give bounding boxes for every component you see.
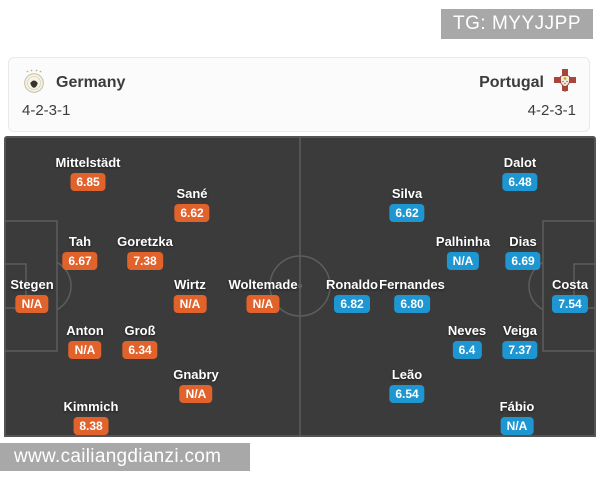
- player-name: Sané: [176, 186, 208, 201]
- player-rating-badge: 6.62: [174, 204, 210, 222]
- home-player-9[interactable]: Gnabry N/A: [173, 367, 219, 403]
- player-name: Gnabry: [173, 367, 219, 382]
- away-player-9[interactable]: Leão 6.54: [389, 367, 425, 403]
- player-name: Goretzka: [117, 234, 173, 249]
- away-player-8[interactable]: Fernandes 6.80: [379, 277, 445, 313]
- portugal-crest-icon: [553, 68, 577, 99]
- player-rating-badge: N/A: [246, 295, 280, 313]
- player-rating-badge: 8.38: [73, 417, 109, 435]
- player-rating-badge: 6.54: [389, 385, 425, 403]
- player-name: Fábio: [499, 399, 535, 414]
- away-team[interactable]: Portugal: [479, 68, 577, 99]
- germany-crest-icon: [21, 68, 47, 99]
- player-rating-badge: 6.80: [394, 295, 430, 313]
- away-player-1[interactable]: Dalot 6.48: [502, 155, 538, 191]
- telegram-watermark-badge: TG: MYYJJPP: [441, 9, 593, 39]
- player-name: Mittelstädt: [55, 155, 121, 170]
- home-player-4[interactable]: Kimmich 8.38: [63, 399, 119, 435]
- player-rating-badge: 7.54: [552, 295, 588, 313]
- player-name: Neves: [447, 323, 487, 338]
- away-player-6[interactable]: Neves 6.4: [448, 323, 486, 359]
- player-name: Stegen: [10, 277, 54, 292]
- player-rating-badge: 6.69: [505, 252, 541, 270]
- player-name: Silva: [391, 186, 423, 201]
- bottom-bar: www.cailiangdianzi.com: [0, 437, 600, 480]
- player-rating-badge: N/A: [179, 385, 213, 403]
- player-rating-badge: 6.4: [452, 341, 482, 359]
- home-player-0[interactable]: Stegen N/A: [10, 277, 54, 313]
- home-player-10[interactable]: Woltemade N/A: [228, 277, 298, 313]
- home-player-5[interactable]: Goretzka 7.38: [117, 234, 173, 270]
- player-name: Leão: [391, 367, 423, 382]
- pitch-lines: [4, 136, 596, 437]
- player-name: Woltemade: [228, 277, 298, 292]
- player-rating-badge: 6.67: [62, 252, 98, 270]
- player-rating-badge: 6.34: [122, 341, 158, 359]
- player-rating-badge: N/A: [68, 341, 102, 359]
- match-header-card: Germany Portugal 4-2-3-1: [8, 57, 590, 132]
- team-row: Germany Portugal: [21, 68, 577, 99]
- player-name: Dalot: [503, 155, 537, 170]
- player-name: Anton: [66, 323, 104, 338]
- home-player-6[interactable]: Groß 6.34: [122, 323, 158, 359]
- home-player-2[interactable]: Tah 6.67: [62, 234, 98, 270]
- player-rating-badge: N/A: [173, 295, 207, 313]
- home-player-7[interactable]: Sané 6.62: [174, 186, 210, 222]
- player-name: Groß: [124, 323, 156, 338]
- player-rating-badge: 6.82: [334, 295, 370, 313]
- home-player-3[interactable]: Anton N/A: [66, 323, 104, 359]
- away-team-name: Portugal: [479, 74, 544, 91]
- player-rating-badge: N/A: [15, 295, 49, 313]
- player-rating-badge: 6.48: [502, 173, 538, 191]
- player-rating-badge: N/A: [500, 417, 534, 435]
- away-player-3[interactable]: Veiga 7.37: [502, 323, 538, 359]
- player-name: Fernandes: [379, 277, 445, 292]
- player-rating-badge: 7.38: [127, 252, 163, 270]
- player-name: Palhinha: [435, 234, 491, 249]
- home-player-8[interactable]: Wirtz N/A: [173, 277, 207, 313]
- home-team[interactable]: Germany: [21, 68, 125, 99]
- away-player-5[interactable]: Palhinha N/A: [436, 234, 490, 270]
- home-player-1[interactable]: Mittelstädt 6.85: [56, 155, 121, 191]
- player-name: Costa: [551, 277, 589, 292]
- pitch: Stegen N/A Mittelstädt 6.85 Tah 6.67 Anton N/A K…: [4, 136, 596, 437]
- home-team-name: Germany: [56, 74, 126, 91]
- player-name: Kimmich: [63, 399, 119, 414]
- away-player-4[interactable]: Fábio N/A: [499, 399, 535, 435]
- home-formation: 4-2-3-1: [22, 102, 71, 119]
- player-name: Dias: [509, 234, 537, 249]
- player-rating-badge: 6.62: [389, 204, 425, 222]
- away-player-2[interactable]: Dias 6.69: [505, 234, 541, 270]
- away-player-7[interactable]: Silva 6.62: [389, 186, 425, 222]
- player-rating-badge: 6.85: [70, 173, 106, 191]
- player-name: Ronaldo: [326, 277, 378, 292]
- formation-row: 4-2-3-1 4-2-3-1: [22, 102, 576, 119]
- player-name: Tah: [68, 234, 92, 249]
- player-rating-badge: N/A: [446, 252, 480, 270]
- player-name: Veiga: [503, 323, 537, 338]
- away-player-10[interactable]: Ronaldo 6.82: [326, 277, 378, 313]
- player-rating-badge: 7.37: [502, 341, 538, 359]
- player-name: Wirtz: [174, 277, 206, 292]
- away-player-0[interactable]: Costa 7.54: [552, 277, 588, 313]
- away-formation: 4-2-3-1: [527, 102, 576, 119]
- site-watermark: www.cailiangdianzi.com: [0, 443, 250, 471]
